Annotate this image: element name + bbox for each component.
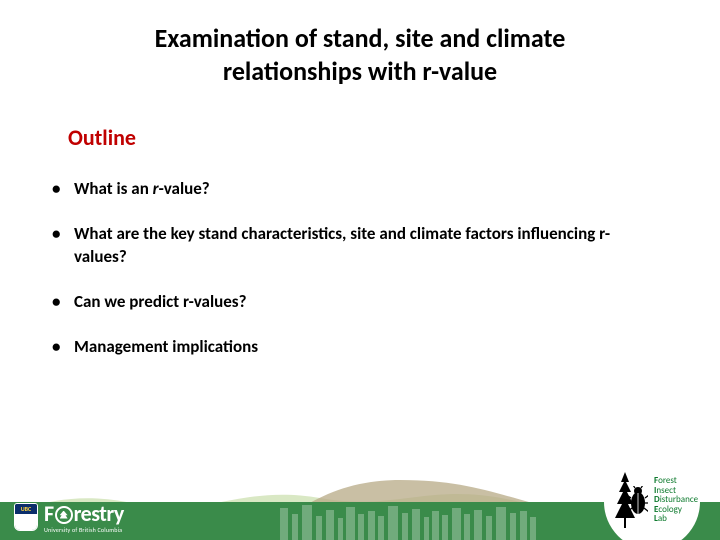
beetle-icon: [628, 486, 648, 516]
outline-heading: Outline: [68, 124, 136, 151]
list-item: What are the key stand characteristics, …: [48, 223, 660, 269]
bullet-text: What is an: [74, 178, 153, 199]
footer-band: UBC F restry University of British Colum…: [0, 450, 720, 540]
fidel-badge: Forest Insect Disturbance Ecology Lab: [610, 464, 710, 536]
bullet-list: What is an r-value? What are the key sta…: [48, 178, 660, 381]
bullet-text: -value?: [159, 178, 210, 199]
fidel-text: Forest Insect Disturbance Ecology Lab: [654, 476, 698, 523]
title-line-2: relationships with r-value: [223, 55, 497, 87]
fidel-inner: Forest Insect Disturbance Ecology Lab: [610, 464, 710, 536]
slide: Examination of stand, site and climate r…: [0, 0, 720, 540]
forestry-logo: UBC F restry University of British Colum…: [14, 500, 124, 534]
ubc-abbrev: UBC: [15, 504, 37, 514]
fidel-art: [614, 472, 652, 528]
forestry-word: F restry: [44, 500, 124, 527]
ubc-shield-lower: [15, 514, 37, 530]
list-item: Management implications: [48, 336, 660, 359]
forestry-o-icon: [55, 506, 73, 524]
forestry-pre: F: [44, 500, 54, 527]
forestry-wordmark: F restry University of British Columbia: [44, 500, 124, 534]
leaf-icon: [60, 511, 68, 519]
fidel-line: Lab: [654, 514, 698, 523]
bullet-text: Can we predict r-values?: [74, 291, 246, 312]
slide-title: Examination of stand, site and climate r…: [0, 22, 720, 87]
ubc-shield-icon: UBC: [14, 503, 38, 531]
title-line-1: Examination of stand, site and climate: [155, 22, 566, 54]
bullet-text: What are the key stand characteristics, …: [74, 223, 610, 267]
forestry-post: restry: [74, 500, 124, 527]
list-item: What is an r-value?: [48, 178, 660, 201]
list-item: Can we predict r-values?: [48, 291, 660, 314]
forestry-subtitle: University of British Columbia: [44, 526, 124, 534]
fidel-rest: ab: [658, 513, 667, 524]
bullet-text: Management implications: [74, 336, 258, 357]
